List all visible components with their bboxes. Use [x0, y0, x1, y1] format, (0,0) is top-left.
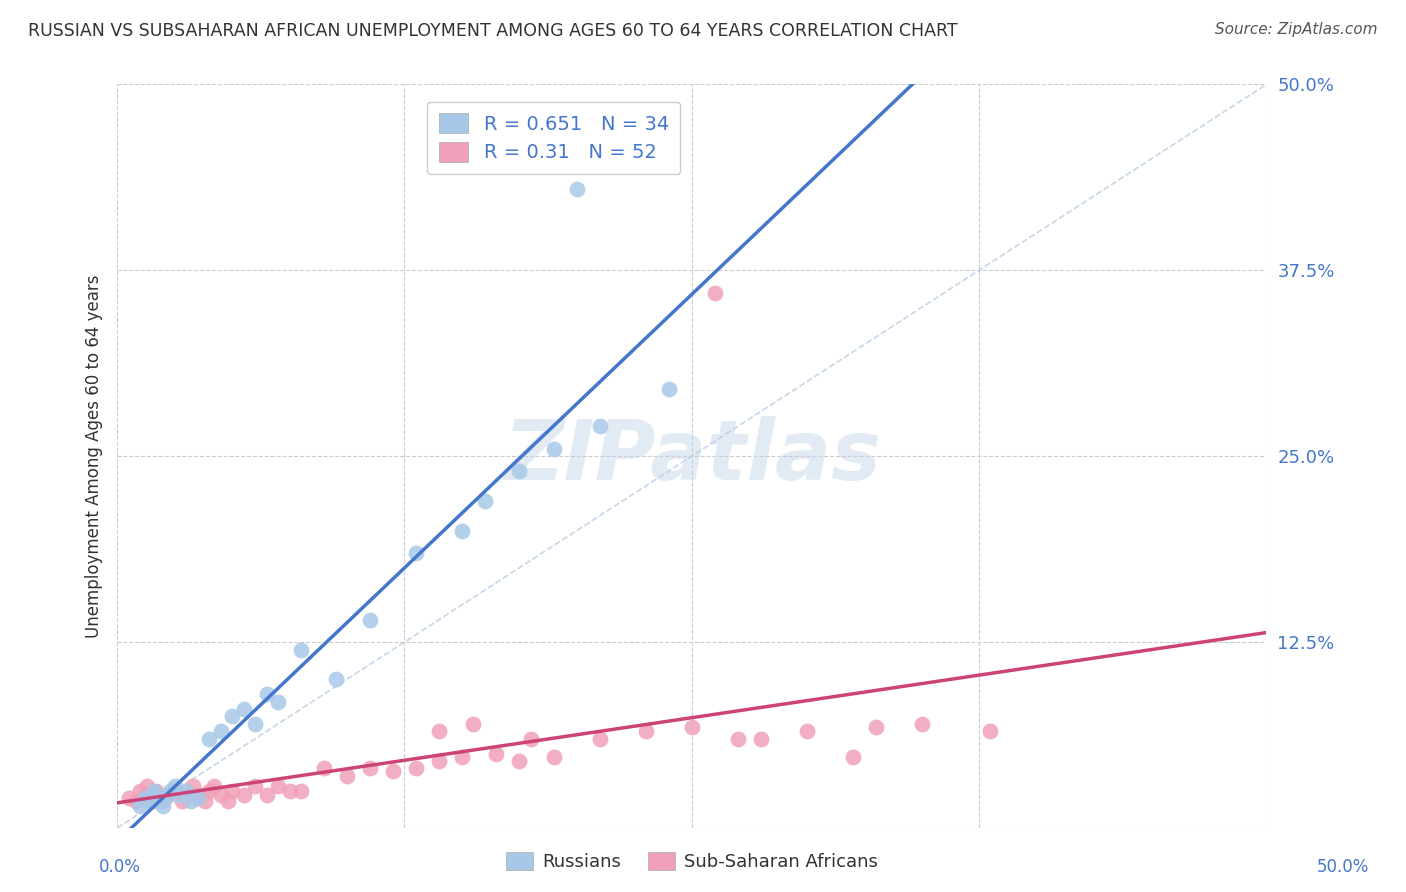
Point — [145, 791, 167, 805]
Point — [155, 791, 177, 805]
Point — [134, 791, 156, 805]
Point — [152, 798, 174, 813]
Point — [181, 780, 204, 794]
Point — [634, 724, 657, 739]
Point — [170, 794, 193, 808]
Point — [267, 694, 290, 708]
Point — [187, 791, 209, 805]
Point — [124, 794, 146, 808]
Point — [841, 749, 863, 764]
Point — [198, 784, 221, 798]
Text: RUSSIAN VS SUBSAHARAN AFRICAN UNEMPLOYMENT AMONG AGES 60 TO 64 YEARS CORRELATION: RUSSIAN VS SUBSAHARAN AFRICAN UNEMPLOYME… — [28, 22, 957, 40]
Point — [589, 731, 612, 746]
Point — [256, 789, 278, 803]
Point — [243, 780, 266, 794]
Point — [129, 784, 152, 798]
Point — [256, 687, 278, 701]
Point — [290, 784, 312, 798]
Point — [187, 789, 209, 803]
Point — [193, 794, 215, 808]
Point — [159, 784, 181, 798]
Text: 50.0%: 50.0% — [1316, 858, 1369, 876]
Point — [232, 789, 254, 803]
Point — [148, 794, 170, 808]
Point — [565, 181, 588, 195]
Point — [243, 716, 266, 731]
Point — [749, 731, 772, 746]
Y-axis label: Unemployment Among Ages 60 to 64 years: Unemployment Among Ages 60 to 64 years — [86, 275, 103, 638]
Point — [520, 731, 543, 746]
Text: ZIPatlas: ZIPatlas — [503, 416, 880, 497]
Point — [232, 702, 254, 716]
Point — [174, 784, 197, 798]
Text: 0.0%: 0.0% — [98, 858, 141, 876]
Point — [703, 285, 725, 300]
Point — [359, 762, 381, 776]
Point — [141, 789, 163, 803]
Point — [156, 789, 179, 803]
Point — [267, 780, 290, 794]
Point — [118, 791, 141, 805]
Point — [543, 442, 565, 456]
Point — [174, 789, 197, 803]
Point — [508, 464, 530, 478]
Point — [485, 747, 508, 761]
Point — [681, 720, 703, 734]
Point — [145, 784, 167, 798]
Point — [336, 769, 359, 783]
Point — [202, 780, 225, 794]
Point — [508, 754, 530, 768]
Point — [543, 749, 565, 764]
Point — [221, 709, 243, 723]
Point — [474, 493, 496, 508]
Point — [451, 524, 474, 538]
Point — [589, 419, 612, 434]
Point — [152, 794, 174, 808]
Point — [134, 789, 156, 803]
Point — [451, 749, 474, 764]
Point — [359, 613, 381, 627]
Point — [278, 784, 301, 798]
Point — [427, 724, 450, 739]
Point — [163, 780, 186, 794]
Point — [325, 672, 347, 686]
Point — [658, 382, 681, 396]
Point — [198, 731, 221, 746]
Point — [796, 724, 818, 739]
Legend: R = 0.651   N = 34, R = 0.31   N = 52: R = 0.651 N = 34, R = 0.31 N = 52 — [427, 102, 681, 174]
Point — [163, 784, 186, 798]
Point — [221, 784, 243, 798]
Point — [148, 791, 170, 805]
Point — [405, 546, 427, 560]
Point — [136, 794, 159, 808]
Point — [405, 762, 427, 776]
Point — [727, 731, 749, 746]
Point — [865, 720, 887, 734]
Point — [129, 798, 152, 813]
Point — [141, 794, 163, 808]
Point — [209, 789, 232, 803]
Point — [979, 724, 1001, 739]
Point — [180, 794, 202, 808]
Point — [381, 764, 404, 779]
Point — [312, 762, 335, 776]
Point — [209, 724, 232, 739]
Point — [463, 716, 485, 731]
Point — [136, 780, 159, 794]
Point — [143, 789, 166, 803]
Point — [143, 784, 166, 798]
Point — [156, 789, 179, 803]
Point — [217, 794, 239, 808]
Point — [167, 789, 190, 803]
Point — [910, 716, 932, 731]
Point — [290, 642, 312, 657]
Point — [427, 754, 450, 768]
Text: Source: ZipAtlas.com: Source: ZipAtlas.com — [1215, 22, 1378, 37]
